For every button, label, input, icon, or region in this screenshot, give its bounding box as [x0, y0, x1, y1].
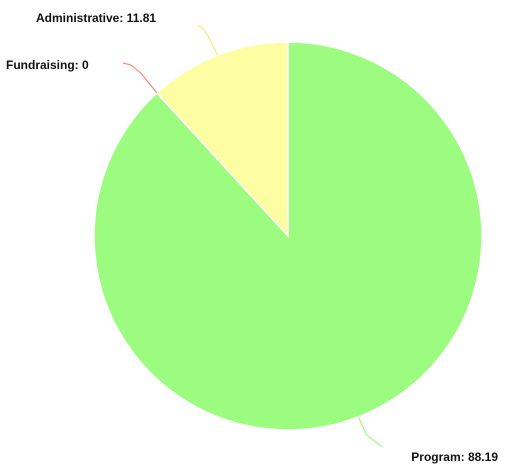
pie-slices — [93, 41, 483, 431]
pie-leader-lines — [122, 24, 383, 448]
slice-label-program: Program: 88.19 — [411, 450, 498, 464]
leader-line-fundraising — [122, 62, 158, 94]
leader-line-administrative — [197, 24, 219, 56]
pie-slice-administrative — [155, 41, 289, 238]
slice-label-fundraising: Fundraising: 0 — [6, 58, 89, 72]
slice-label-administrative: Administrative: 11.81 — [36, 11, 156, 25]
leader-line-program — [357, 416, 383, 448]
